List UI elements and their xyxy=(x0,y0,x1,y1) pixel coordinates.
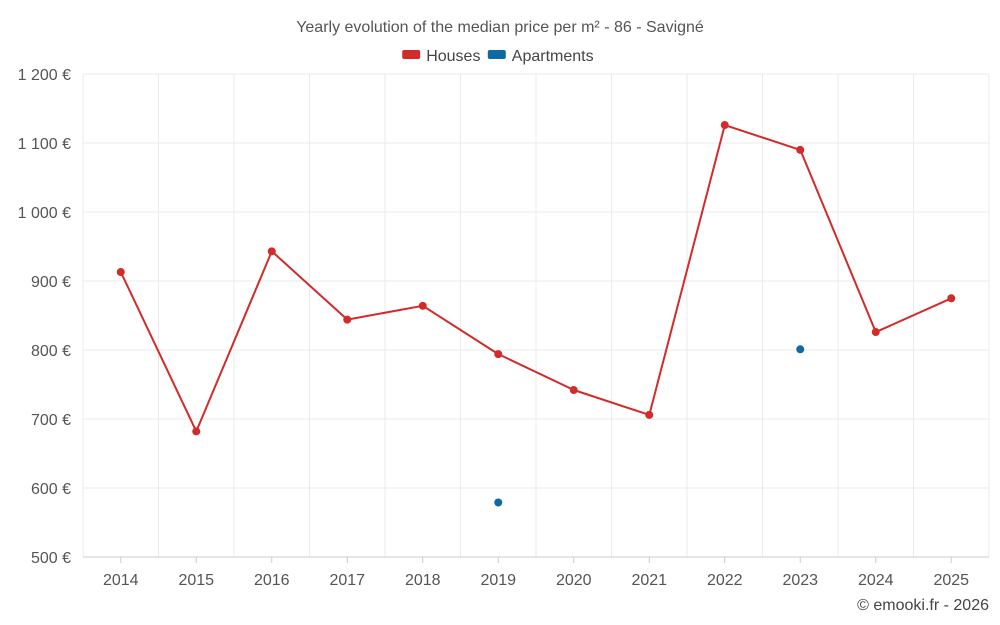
x-tick-label: 2022 xyxy=(707,572,743,589)
y-tick-label: 1 100 € xyxy=(18,136,71,153)
data-point-houses xyxy=(267,247,276,256)
series-houses xyxy=(116,121,956,436)
axes: 500 € 600 € 700 € 800 € 900 € 1 000 € 1 100 € 1… xyxy=(18,67,989,589)
data-point-houses xyxy=(796,145,805,154)
data-point-apartments xyxy=(494,498,503,507)
grid xyxy=(82,73,990,557)
series xyxy=(116,121,956,507)
data-point-apartments xyxy=(796,345,805,354)
data-point-houses xyxy=(720,121,729,130)
x-tick-label: 2018 xyxy=(405,572,441,589)
data-point-houses xyxy=(871,328,880,337)
series-line-houses xyxy=(119,124,952,433)
x-tick-label: 2019 xyxy=(480,572,516,589)
data-point-houses xyxy=(418,301,427,310)
legend-swatch-houses xyxy=(402,50,421,59)
data-point-houses xyxy=(116,268,125,277)
x-tick-label: 2015 xyxy=(178,572,214,589)
x-tick-label: 2020 xyxy=(556,572,592,589)
x-tick-label: 2025 xyxy=(933,572,969,589)
x-tick-label: 2021 xyxy=(631,572,667,589)
y-tick-label: 1 200 € xyxy=(18,67,71,84)
legend-item-apartments[interactable]: Apartments xyxy=(487,48,594,65)
y-tick-label: 1 000 € xyxy=(18,205,71,222)
y-tick-label: 800 € xyxy=(31,343,71,360)
legend-label-houses: Houses xyxy=(426,48,480,65)
legend-item-houses[interactable]: Houses xyxy=(402,48,480,65)
data-point-houses xyxy=(343,315,352,324)
legend-label-apartments: Apartments xyxy=(512,48,594,65)
x-tick-label: 2024 xyxy=(858,572,894,589)
x-tick-label: 2016 xyxy=(254,572,290,589)
y-tick-label: 600 € xyxy=(31,481,71,498)
y-tick-label: 900 € xyxy=(31,274,71,291)
chart-title: Yearly evolution of the median price per… xyxy=(296,19,704,36)
x-tick-label: 2023 xyxy=(782,572,818,589)
legend[interactable]: Houses Apartments xyxy=(402,48,594,65)
data-point-houses xyxy=(645,410,654,419)
data-point-houses xyxy=(947,294,956,303)
series-apartments xyxy=(494,345,805,507)
x-tick-label: 2014 xyxy=(103,572,139,589)
data-point-houses xyxy=(494,350,503,359)
data-point-houses xyxy=(569,386,578,395)
y-tick-label: 700 € xyxy=(31,412,71,429)
x-tick-label: 2017 xyxy=(329,572,365,589)
legend-swatch-apartments xyxy=(487,50,506,59)
y-tick-label: 500 € xyxy=(31,550,71,567)
data-point-houses xyxy=(192,427,201,436)
credit-text: © emooki.fr - 2026 xyxy=(857,597,989,614)
